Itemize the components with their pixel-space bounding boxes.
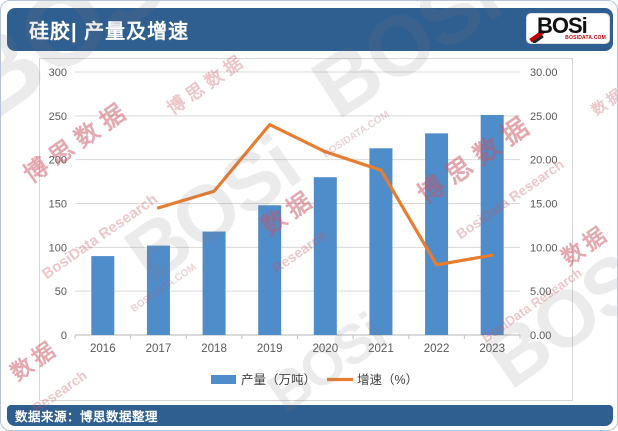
right-axis-tick-label: 5.00	[530, 286, 551, 298]
right-axis-tick-label: 30.00	[530, 67, 558, 79]
x-axis-label: 2017	[146, 343, 172, 355]
right-axis-tick-label: 15.00	[530, 199, 558, 211]
left-axis-tick-label: 250	[49, 111, 67, 123]
logo-text: BOSi	[537, 13, 588, 38]
right-axis-tick-label: 0.00	[530, 330, 551, 342]
x-axis-label: 2016	[90, 343, 116, 355]
left-axis-tick-label: 300	[49, 67, 67, 79]
x-axis-label: 2022	[424, 343, 450, 355]
bar-2023	[480, 114, 504, 335]
bar-2019	[258, 205, 282, 335]
left-axis-tick-label: 150	[49, 199, 67, 211]
bar-2017	[146, 245, 170, 335]
x-axis-label: 2023	[479, 343, 505, 355]
legend-production-swatch	[211, 375, 236, 384]
left-axis-tick-label: 200	[49, 155, 67, 167]
bosi-logo: BOSi BOSIDATA.COM	[526, 13, 610, 44]
x-axis-label: 2020	[313, 343, 339, 355]
legend-production-label: 产量（万吨）	[241, 373, 316, 387]
right-axis-tick-label: 20.00	[530, 155, 558, 167]
footer-bar: 数据来源：博思数据整理	[7, 405, 613, 426]
x-axis-label: 2018	[201, 343, 227, 355]
left-axis-tick-label: 50	[55, 286, 67, 298]
growth-line	[156, 122, 494, 267]
bar-2018	[202, 231, 226, 335]
chart-panel: 0 0.00 50 5.00 100 10.00 150 15.00 200 20.00 250 25…	[39, 58, 573, 401]
bar-2021	[369, 148, 393, 335]
watermark-text: 数据	[588, 84, 618, 120]
x-axis-label: 2019	[257, 343, 283, 355]
bar-2022	[425, 133, 449, 335]
production-growth-combo-chart: 0 0.00 50 5.00 100 10.00 150 15.00 200 20.00 250 25…	[49, 67, 558, 387]
x-axis-label: 2021	[368, 343, 394, 355]
bar-2016	[91, 256, 115, 335]
left-axis-tick-label: 100	[49, 242, 67, 254]
logo-subtext: BOSIDATA.COM	[565, 35, 606, 41]
left-axis-tick-label: 0	[61, 330, 67, 342]
page-title: 硅胶| 产量及增速	[29, 21, 190, 43]
right-axis-tick-label: 25.00	[530, 111, 558, 123]
right-axis-tick-label: 10.00	[530, 242, 558, 254]
header-bar: 硅胶| 产量及增速 BOSi BOSIDATA.COM	[7, 8, 613, 51]
data-source-label: 数据来源：博思数据整理	[15, 410, 159, 424]
legend-growth-label: 增速（%）	[357, 372, 418, 387]
bar-2020	[313, 177, 337, 335]
